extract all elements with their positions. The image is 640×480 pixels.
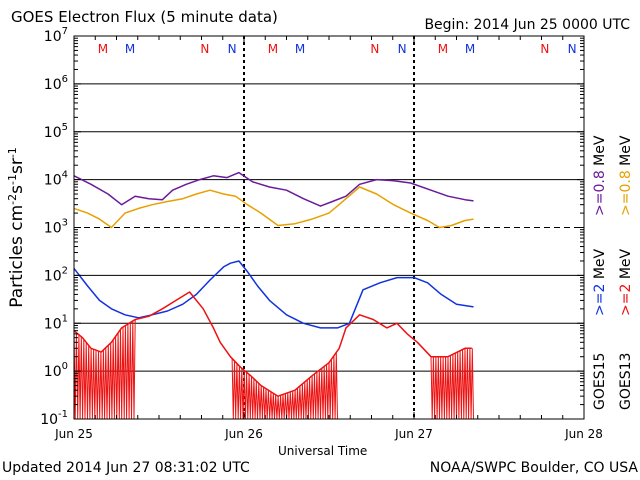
y-tick-label: 103 xyxy=(44,218,68,237)
x-tick-label: Jun 26 xyxy=(224,427,263,441)
x-tick-label: Jun 27 xyxy=(394,427,433,441)
goes15-low-series xyxy=(73,171,474,207)
frame-layer xyxy=(73,35,585,420)
x-tick-label: Jun 28 xyxy=(564,427,603,441)
legend-goes15-high: >=2 MeV xyxy=(592,248,608,316)
x-axis-label: Universal Time xyxy=(278,444,368,458)
y-tick-label: 100 xyxy=(44,361,68,380)
goes13-high-dropouts-0 xyxy=(73,319,136,420)
local-time-marker: M xyxy=(438,42,448,56)
credit-text: NOAA/SWPC Boulder, CO USA xyxy=(429,460,638,476)
legend-goes13-label: GOES13 xyxy=(618,353,634,410)
local-time-marker: N xyxy=(540,42,549,56)
goes13-low-series xyxy=(73,186,474,229)
goes15-high-series xyxy=(73,260,474,329)
x-tick-label: Jun 25 xyxy=(54,427,93,441)
local-time-marker: M xyxy=(465,42,475,56)
y-axis-label: Particles cm-2s-1sr-1 xyxy=(6,147,28,308)
y-tick-label: 106 xyxy=(44,74,68,93)
local-time-marker: M xyxy=(295,42,305,56)
y-tick-label: 102 xyxy=(44,265,68,284)
legend-goes13-low: >=0.8 MeV xyxy=(618,135,634,216)
goes13-high-series xyxy=(73,291,472,397)
local-time-marker: M xyxy=(98,42,108,56)
updated-timestamp: Updated 2014 Jun 27 08:31:02 UTC xyxy=(2,460,250,476)
legend-goes15-low: >=0.8 MeV xyxy=(592,135,608,216)
grid-layer xyxy=(74,36,584,419)
local-time-marker: N xyxy=(228,42,237,56)
local-time-marker: M xyxy=(125,42,135,56)
chart-title: GOES Electron Flux (5 minute data) xyxy=(11,8,278,26)
y-tick-label: 10-1 xyxy=(40,409,68,428)
local-time-marker: N xyxy=(370,42,379,56)
goes13-high-dropouts-1 xyxy=(231,352,338,420)
local-time-marker: M xyxy=(268,42,278,56)
y-tick-label: 101 xyxy=(44,313,68,332)
y-tick-label: 105 xyxy=(44,122,68,141)
begin-time: Begin: 2014 Jun 25 0000 UTC xyxy=(424,17,630,33)
local-time-marker: N xyxy=(200,42,209,56)
local-time-marker: N xyxy=(568,42,577,56)
y-tick-label: 104 xyxy=(44,170,68,189)
local-time-marker: N xyxy=(398,42,407,56)
legend-goes15-label: GOES15 xyxy=(592,353,608,410)
y-tick-label: 107 xyxy=(44,26,68,45)
legend-goes13-high: >=2 MeV xyxy=(618,248,634,316)
goes13-high-dropouts-2 xyxy=(430,348,474,420)
